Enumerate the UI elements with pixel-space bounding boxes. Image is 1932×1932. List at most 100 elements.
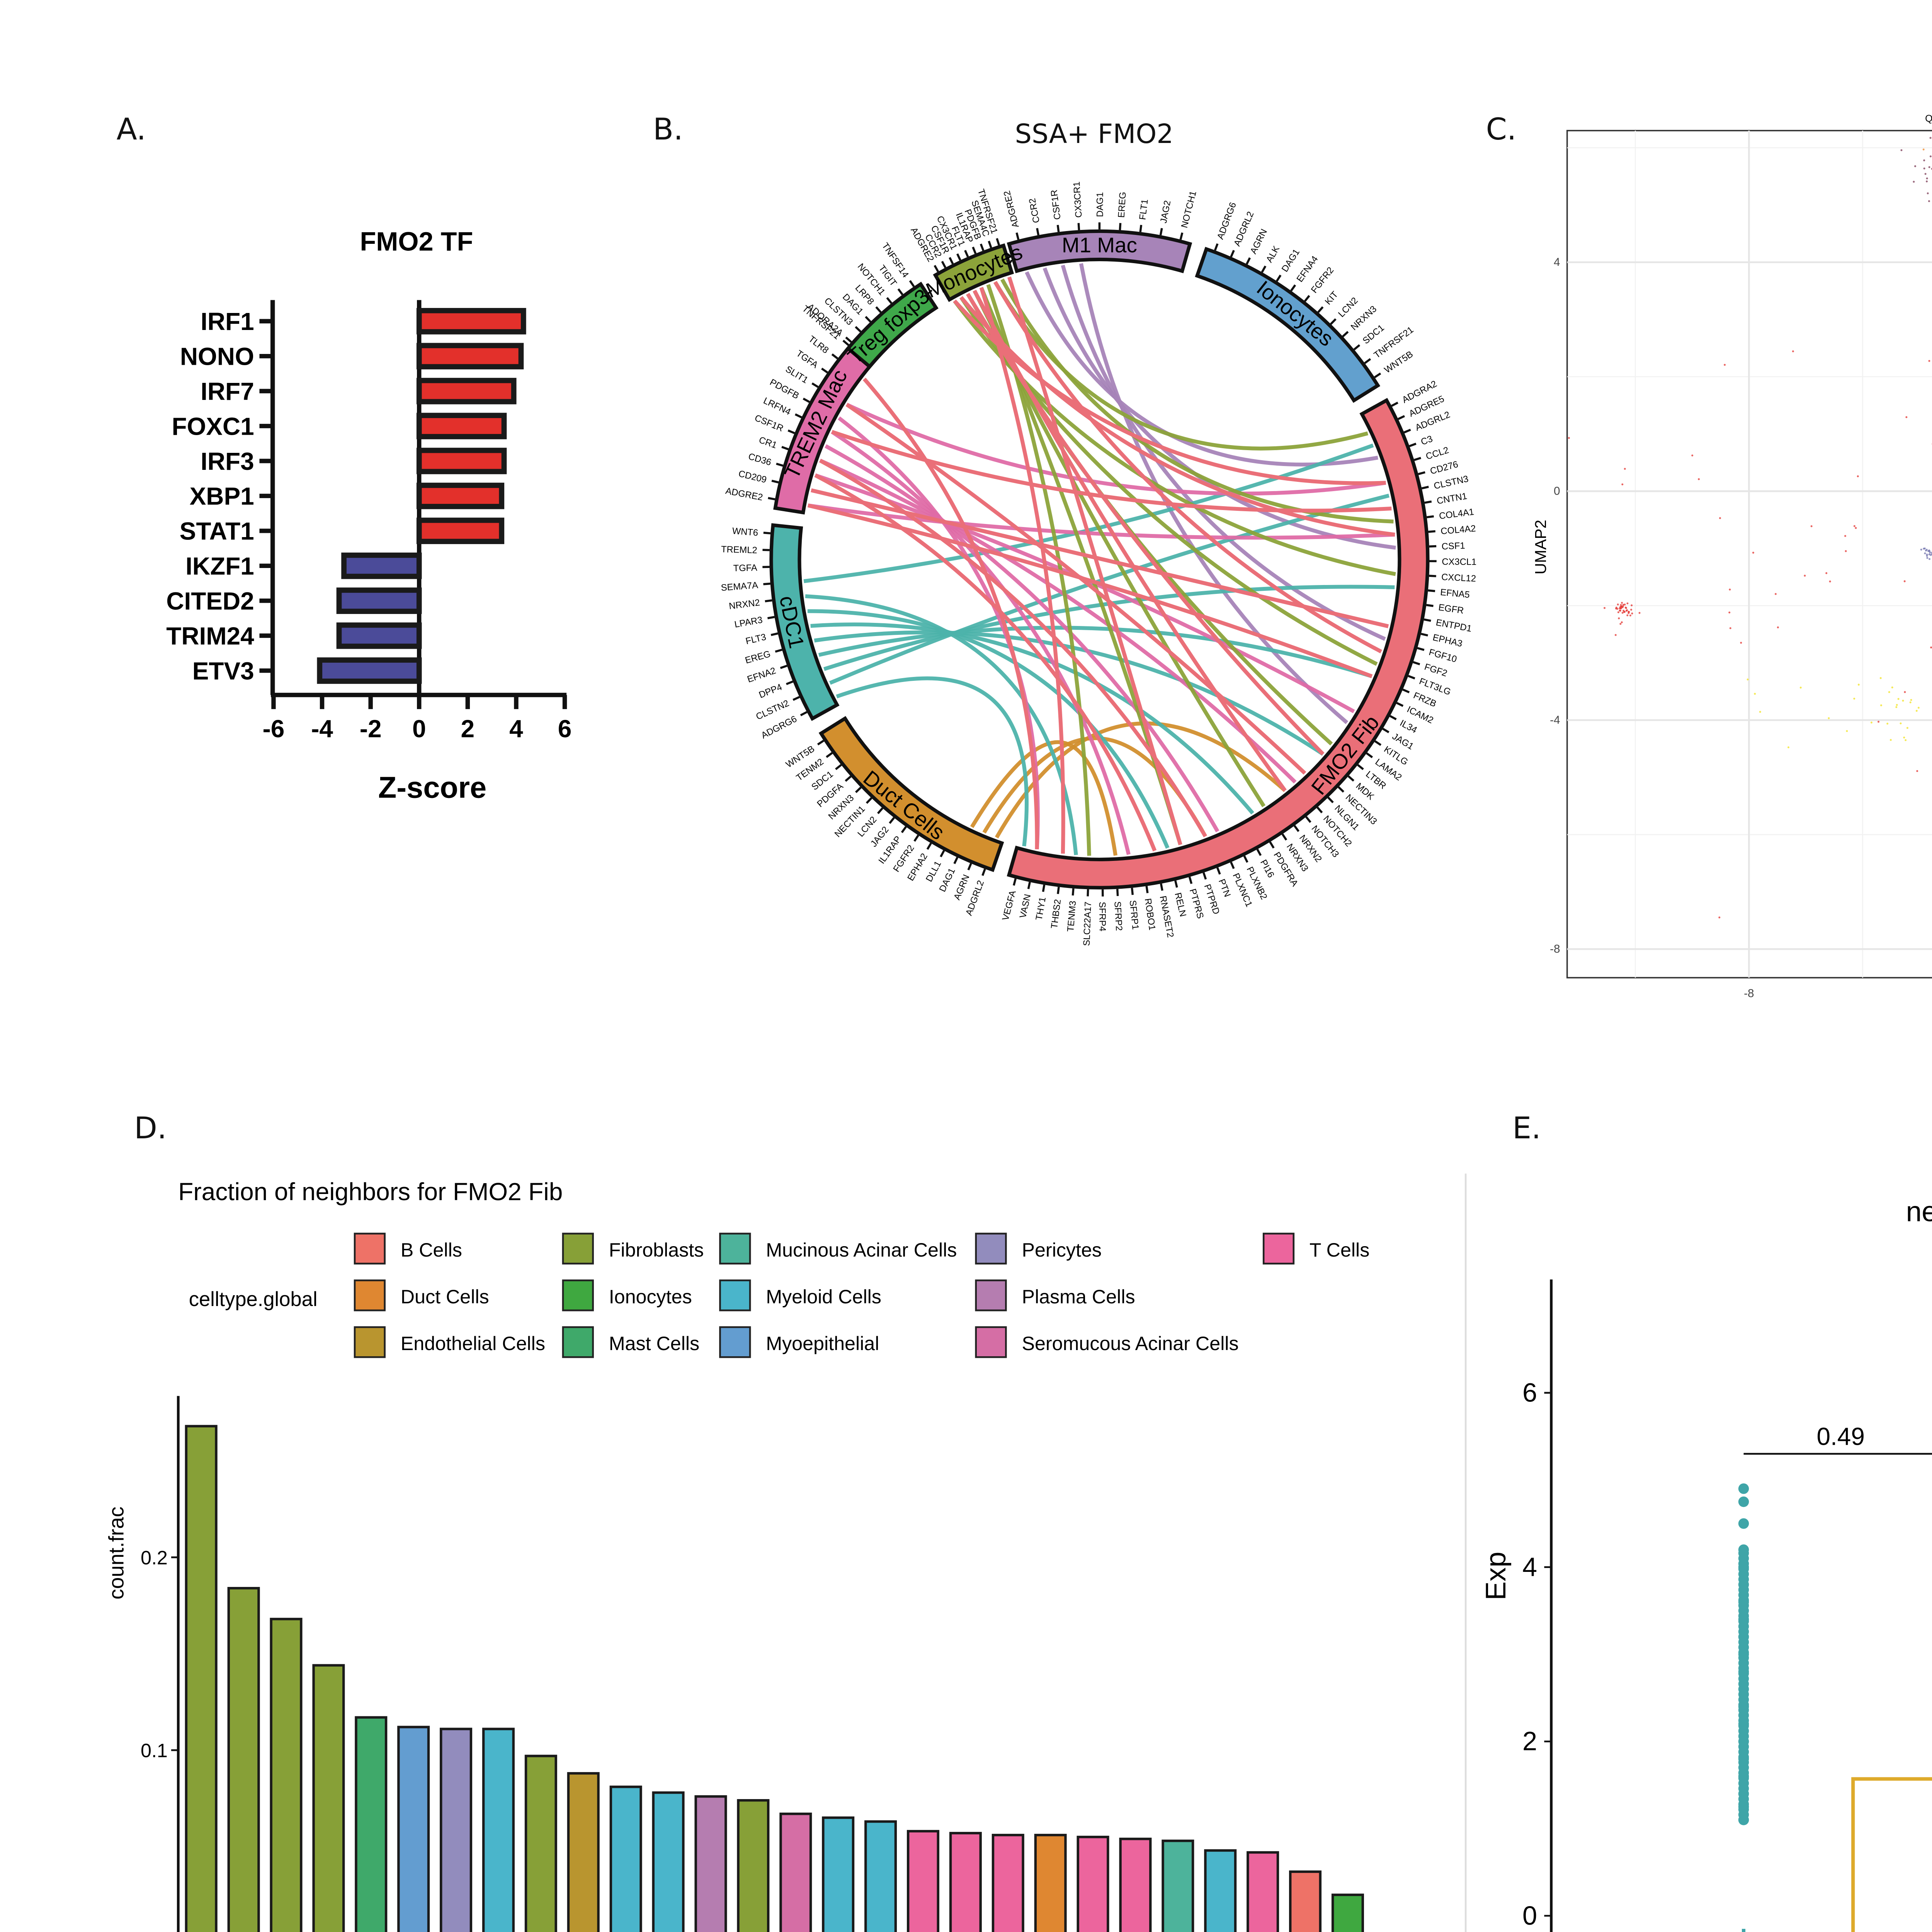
gene-tick [1132,888,1133,895]
gene-tick [775,650,782,651]
umap-point [1618,617,1620,619]
tf-zscore-chart: FMO2 TF -6 -4 -2 0 2 4 6IRF1NONOIRF7FOXC1IRF3X… [159,194,617,847]
gene-tick [1398,416,1405,419]
sector-label: FMO2 Fib [1306,711,1384,799]
gene-tick [1343,332,1348,336]
gene-tick [818,741,823,745]
gene-tick [1397,703,1403,706]
chord-title: SSA+ FMO2 [918,118,1270,150]
gene-tick [1429,531,1435,532]
gene-tick [935,265,938,272]
gene-tick [1427,516,1434,517]
chart-a-xlabel: Z-score [378,771,486,804]
gene-tick [941,850,944,857]
gene-tick [927,843,931,849]
umap-point [1930,155,1932,157]
umap-point [1631,612,1633,614]
gene-tick [1028,882,1030,889]
umap-point [1878,721,1879,723]
gene-tick [1375,373,1381,377]
gene-label: CD276 [1429,459,1459,476]
umap-point [1629,614,1631,616]
gene-label: DAG1 [1095,192,1105,217]
gene-label: KIT [1323,289,1340,307]
x-tick-label: -8 [1744,987,1754,1000]
umap-point [1621,621,1623,623]
gene-label: AGRN [952,873,972,901]
gene-label: SLIT1 [784,364,810,386]
gene-label: NRXN2 [728,598,760,612]
umap-ylabel: UMAP2 [1532,520,1549,575]
umap-point [1923,168,1925,170]
y-tick-label: 4 [1554,256,1560,269]
gene-tick [821,369,827,372]
gene-tick [832,354,837,359]
umap-point [1926,177,1928,179]
gene-tick [981,244,983,250]
gene-tick [1404,430,1411,432]
gene-tick [1365,359,1371,363]
gene-tick [968,864,971,870]
gene-label: CNTN1 [1436,491,1468,506]
gene-label: EGFR [1438,602,1464,616]
gene-tick [845,776,851,781]
gene-label: NOTCH1 [1180,190,1199,229]
umap-point [1628,611,1630,613]
umap-point [1630,609,1632,611]
gene-tick [1215,244,1218,250]
gene-tick [997,238,999,245]
y-tick-label: NONO [180,343,254,371]
y-tick-label: CITED2 [166,587,254,615]
umap-point [1615,634,1617,636]
bar-irf3 [419,451,504,472]
umap-point [1730,627,1731,629]
gene-label: ENTPD1 [1435,617,1473,634]
gene-label: FGF10 [1428,647,1458,665]
y-tick-label: IRF1 [201,308,254,335]
gene-label: PI16 [1258,858,1276,879]
panel-letter-a: A. [116,113,146,148]
gene-tick [1117,889,1118,896]
gene-tick [867,798,872,803]
x-tick-label: -4 [311,715,333,743]
gene-label: COL4A2 [1440,524,1476,537]
umap-point [1619,610,1621,612]
gene-label: LCN2 [1337,296,1360,320]
gene-tick [767,617,774,618]
gene-tick [965,250,968,257]
gene-tick [1058,887,1059,894]
umap-point [1622,612,1624,614]
gene-tick [1422,487,1429,488]
gene-tick [1429,546,1436,547]
gene-tick [1270,842,1274,848]
umap-point [1829,580,1831,582]
gene-tick [983,869,985,876]
gene-label: TGFA [794,349,820,371]
gene-label: CSF1R [753,413,785,434]
gene-label: SDC1 [1361,323,1386,346]
gene-label: RELN [1172,892,1188,918]
umap-point [1621,483,1623,485]
bar-cited2 [339,590,419,611]
umap-point [1914,165,1916,167]
gene-label: TREML2 [721,544,757,556]
umap-point [1718,917,1720,918]
gene-tick [801,712,807,715]
umap-point [1626,614,1628,616]
gene-tick [1180,233,1182,240]
gene-label: ADGRE2 [724,486,764,503]
panel-letter-c: C. [1486,113,1517,148]
gene-label: CSF1R [1049,189,1063,220]
y-tick-label: IRF3 [201,447,254,475]
sector-label: Duct Cells [859,766,949,845]
y-tick-label: XBP1 [190,482,254,510]
umap-point [1857,475,1859,477]
gene-label: VASN [1018,893,1033,919]
gene-label: CX3CR1 [1072,181,1084,218]
gene-tick [914,835,918,841]
umap-point [1622,610,1624,612]
gene-tick [1413,662,1420,664]
gene-label: FRZB [1412,690,1438,709]
gene-tick [795,414,801,417]
